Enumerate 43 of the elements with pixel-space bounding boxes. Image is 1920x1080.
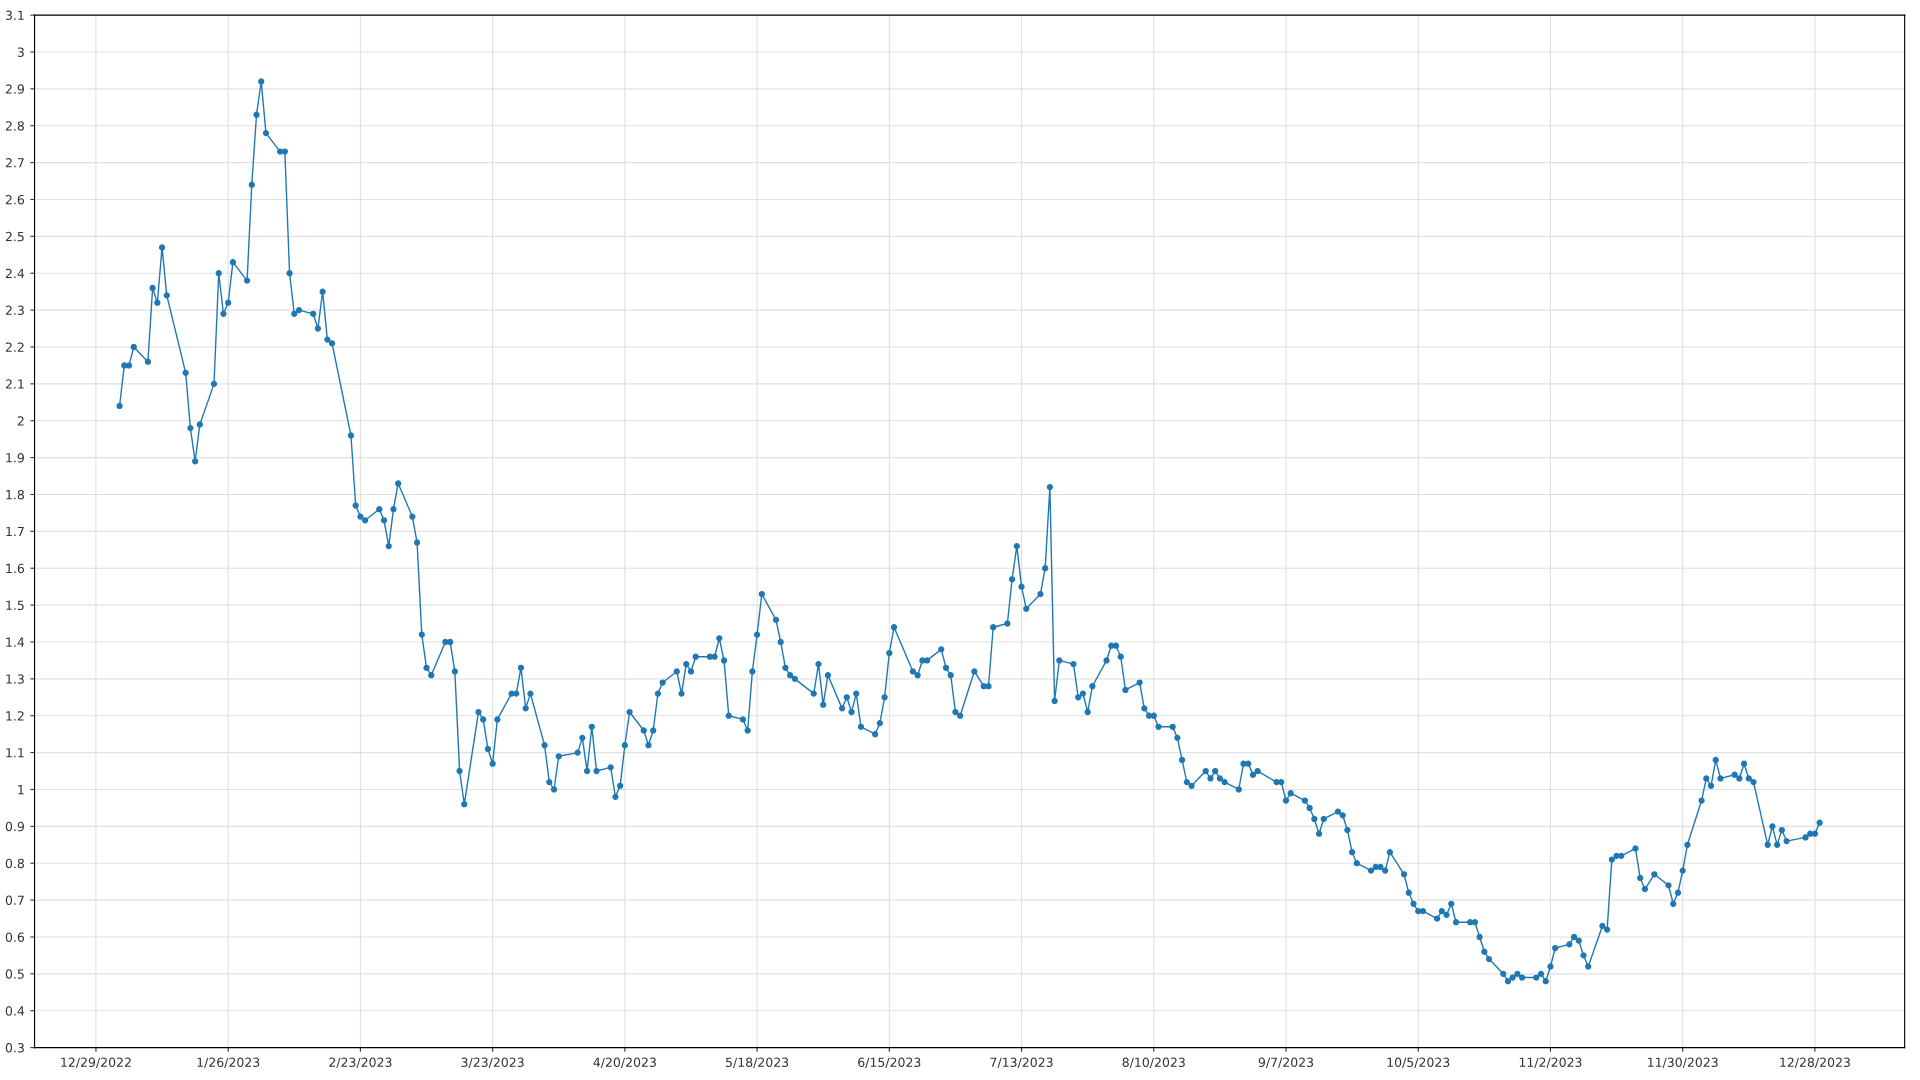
x-tick-label: 8/10/2023 [1122, 1057, 1185, 1068]
y-tick-label: 0.9 [5, 821, 24, 832]
y-tick-label: 2.3 [5, 305, 24, 316]
x-tick-label: 10/5/2023 [1387, 1057, 1450, 1068]
y-tick-label: 1.5 [6, 600, 24, 611]
y-tick-label: 0.6 [5, 932, 25, 942]
y-tick-label: 1.1 [6, 748, 24, 758]
y-tick-label: 2.4 [5, 268, 25, 278]
y-tick-label: 1.3 [6, 674, 24, 684]
y-tick-label: 2.8 [5, 121, 24, 131]
x-tick-label: 12/29/2022 [61, 1057, 131, 1068]
y-tick-label: 2.6 [5, 194, 25, 205]
x-tick-label: 11/2/2023 [1519, 1057, 1582, 1068]
y-tick-label: 0.8 [5, 858, 24, 869]
y-tick-label: 3 [17, 47, 24, 57]
x-tick-label: 2/23/2023 [329, 1057, 392, 1068]
y-tick-label: 2.9 [5, 84, 24, 94]
x-tick-label: 6/15/2023 [858, 1057, 921, 1068]
y-tick-label: 2.5 [5, 231, 24, 242]
x-tick-label: 9/7/2023 [1258, 1057, 1314, 1068]
y-tick-label: 0.5 [5, 969, 24, 979]
x-tick-label: 3/23/2023 [461, 1057, 524, 1068]
y-tick-label: 1 [18, 785, 24, 795]
y-tick-label: 0.4 [5, 1006, 25, 1016]
y-tick-label: 2.1 [5, 379, 24, 389]
x-tick-label: 11/30/2023 [1648, 1057, 1718, 1068]
x-tick-label: 5/18/2023 [726, 1057, 789, 1068]
y-tick-label: 1.2 [6, 711, 24, 721]
x-tick-label: 7/13/2023 [990, 1057, 1053, 1068]
y-tick-label: 2.2 [5, 342, 24, 352]
y-tick-label: 0.3 [5, 1043, 24, 1053]
y-tick-label: 2 [17, 416, 24, 426]
y-tick-label: 1.9 [6, 453, 24, 463]
x-tick-label: 12/28/2023 [1780, 1057, 1850, 1068]
y-tick-label: 1.7 [6, 527, 24, 537]
x-tick-label: 4/20/2023 [593, 1057, 656, 1068]
y-tick-label: 1.6 [6, 563, 25, 574]
y-tick-label: 1.8 [6, 489, 24, 500]
y-tick-label: 0.7 [5, 895, 24, 906]
x-tick-label: 1/26/2023 [197, 1057, 260, 1068]
y-tick-label: 3.1 [5, 10, 24, 21]
y-tick-label: 1.4 [6, 637, 25, 647]
y-tick-label: 2.7 [5, 158, 24, 168]
